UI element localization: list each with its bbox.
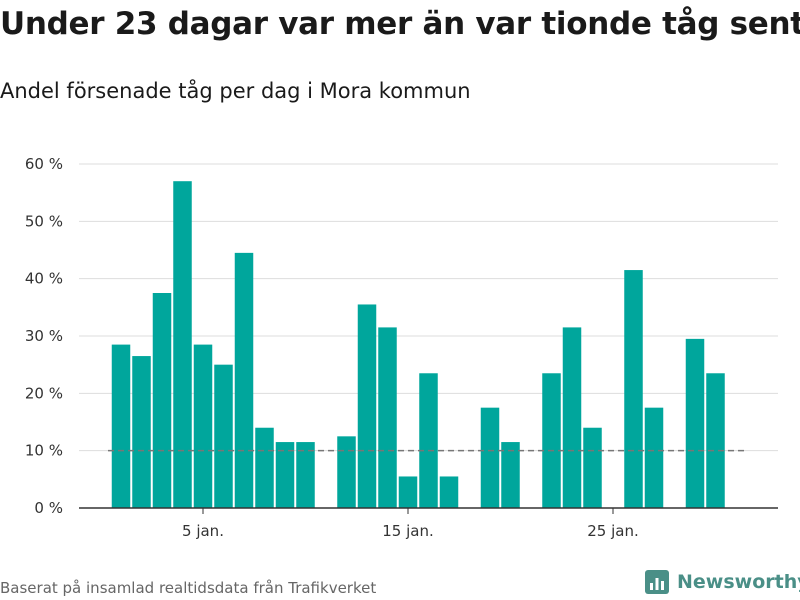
bar (193, 344, 213, 508)
x-axis-ticks: 5 jan. 15 jan. 25 jan. (182, 508, 639, 540)
bar (706, 373, 725, 508)
y-tick-label: 20 % (25, 384, 63, 402)
bar-chart: 0 % 10 % 20 % 30 % 40 % 50 % 60 % 5 jan. 15 jan… (25, 155, 778, 540)
bar (562, 327, 582, 508)
y-tick-label: 50 % (25, 212, 63, 230)
bar (255, 427, 274, 508)
bar (480, 407, 500, 508)
y-tick-label: 10 % (25, 442, 63, 460)
bar (337, 436, 356, 508)
y-tick-label: 30 % (25, 327, 63, 345)
brand-name: Newsworthy (677, 571, 800, 593)
bars-layer (111, 181, 725, 508)
bar (644, 407, 664, 508)
bar (234, 252, 254, 508)
bar (419, 373, 438, 508)
bar (542, 373, 561, 508)
bar (378, 327, 397, 508)
bar (152, 293, 172, 508)
source-note: Baserat på insamlad realtidsdata från Tr… (0, 579, 377, 597)
y-tick-label: 40 % (25, 270, 63, 288)
y-tick-label: 60 % (25, 155, 63, 173)
bar (111, 344, 131, 508)
bar (685, 338, 705, 508)
bar (439, 476, 459, 508)
newsworthy-logo-icon (645, 570, 669, 594)
x-tick-label: 25 jan. (587, 522, 639, 540)
brand-logo[interactable]: Newsworthy (645, 570, 800, 594)
bar (583, 427, 602, 508)
y-tick-label: 0 % (34, 499, 63, 517)
bar (357, 304, 377, 508)
bar (296, 442, 315, 508)
bar (214, 364, 233, 508)
bar (173, 181, 192, 508)
x-tick-label: 5 jan. (182, 522, 224, 540)
bar (501, 442, 520, 508)
x-tick-label: 15 jan. (382, 522, 434, 540)
bar (398, 476, 418, 508)
y-axis-ticks: 0 % 10 % 20 % 30 % 40 % 50 % 60 % (25, 155, 63, 517)
bar (275, 442, 295, 508)
chart-subtitle: Andel försenade tåg per dag i Mora kommu… (0, 79, 471, 103)
chart-title: Under 23 dagar var mer än var tionde tåg… (0, 6, 800, 42)
bar (132, 356, 151, 508)
bar (624, 270, 643, 508)
